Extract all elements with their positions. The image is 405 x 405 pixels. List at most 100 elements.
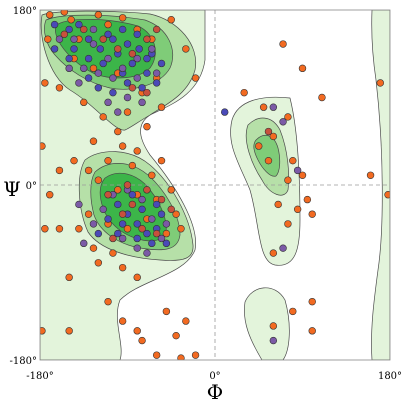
data-point: [293, 166, 302, 175]
data-point: [94, 84, 103, 92]
data-point: [264, 156, 273, 165]
data-point: [284, 220, 292, 228]
data-point: [138, 84, 146, 92]
data-point: [152, 79, 161, 87]
data-point: [143, 54, 151, 63]
data-point: [80, 239, 88, 248]
data-point: [152, 229, 161, 238]
data-point: [67, 16, 75, 24]
data-point: [109, 88, 117, 97]
data-point: [128, 50, 137, 58]
data-point: [128, 59, 137, 68]
data-point: [84, 166, 93, 175]
data-point: [269, 249, 278, 257]
data-point: [94, 11, 103, 19]
data-point: [60, 30, 69, 39]
data-point: [298, 171, 307, 179]
data-point: [75, 79, 83, 87]
data-point: [133, 327, 141, 335]
data-point: [240, 88, 248, 97]
data-point: [46, 11, 54, 19]
data-point: [133, 147, 141, 155]
data-point: [143, 122, 151, 131]
data-point: [289, 307, 297, 316]
data-point: [89, 137, 98, 145]
data-point: [133, 273, 141, 282]
data-point: [123, 108, 132, 116]
data-point: [128, 200, 137, 209]
data-point: [89, 244, 98, 252]
data-point: [89, 220, 98, 228]
data-point: [138, 225, 146, 233]
data-point: [44, 35, 52, 43]
data-point: [152, 69, 161, 77]
data-point: [157, 195, 166, 204]
data-point: [70, 156, 78, 165]
data-point: [221, 108, 229, 116]
x-tick-label: 180°: [378, 371, 402, 382]
data-point: [118, 14, 127, 22]
data-point: [148, 45, 156, 53]
data-point: [376, 79, 384, 87]
data-point: [366, 171, 375, 179]
data-point: [152, 351, 161, 359]
data-point: [75, 20, 83, 29]
data-point: [80, 25, 88, 34]
data-point: [279, 244, 287, 252]
data-point: [138, 98, 146, 107]
data-point: [118, 263, 127, 272]
data-point: [269, 336, 278, 345]
data-point: [109, 74, 117, 82]
data-point: [143, 69, 151, 77]
data-point: [104, 30, 112, 39]
data-point: [114, 127, 122, 136]
data-point: [118, 220, 127, 228]
data-point: [289, 156, 297, 165]
data-point: [41, 225, 49, 233]
data-point: [182, 317, 190, 325]
data-point: [177, 354, 185, 360]
data-point: [167, 186, 175, 194]
data-point: [94, 69, 103, 77]
data-point: [104, 20, 112, 29]
data-point: [148, 239, 156, 248]
data-point: [65, 273, 73, 282]
data-point: [65, 327, 73, 335]
data-point: [284, 113, 292, 121]
data-point: [41, 79, 49, 87]
generous-region-right-edge: [371, 10, 390, 360]
data-point: [143, 229, 151, 238]
data-point: [55, 84, 64, 92]
gridlines: [40, 10, 390, 360]
data-point: [133, 30, 141, 39]
data-point: [143, 186, 151, 194]
data-point: [114, 108, 122, 116]
data-point: [55, 166, 64, 175]
data-point: [118, 210, 127, 218]
data-point: [84, 35, 93, 43]
data-point: [269, 103, 278, 111]
data-point: [138, 195, 146, 204]
data-point: [162, 307, 171, 316]
data-point: [75, 200, 83, 209]
data-point: [143, 249, 151, 257]
x-tick-label: -180°: [26, 371, 53, 382]
data-point: [109, 35, 117, 43]
data-point: [84, 74, 93, 82]
data-point: [133, 244, 141, 252]
data-point: [284, 176, 292, 184]
data-point: [172, 210, 180, 218]
data-point: [104, 297, 112, 306]
generous-region-right-lower: [244, 287, 290, 360]
data-point: [157, 234, 166, 243]
data-point: [298, 64, 307, 73]
data-point: [65, 25, 73, 34]
data-point: [133, 54, 141, 63]
data-point: [191, 74, 200, 82]
data-point: [133, 74, 141, 82]
data-point: [269, 132, 278, 141]
data-point: [94, 229, 103, 238]
data-point: [308, 327, 316, 335]
data-point: [96, 45, 104, 53]
